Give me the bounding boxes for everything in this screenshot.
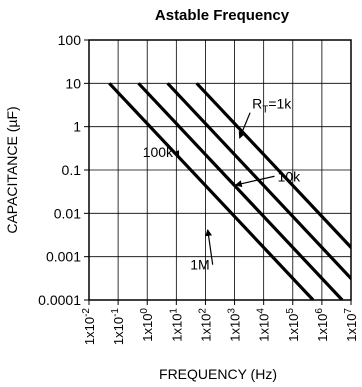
y-tick-label: 0.001 [46, 249, 81, 265]
y-tick-labels: 100 10 1 0.1 0.01 0.001 0.0001 [38, 32, 89, 308]
y-tick-label: 10 [65, 75, 81, 91]
series-label-arrow [238, 112, 251, 139]
series-annotations: 1M 100k 10k RT=1k [143, 96, 301, 273]
series-label-arrow [172, 150, 180, 158]
y-axis-label: CAPACITANCE (µF) [4, 106, 20, 233]
series-line [137, 82, 344, 300]
series-label: RT=1k [252, 96, 292, 116]
series-line [166, 82, 351, 281]
y-tick-label: 0.01 [54, 205, 81, 221]
x-tick-label: 1x101 [168, 308, 184, 342]
grid-lines [89, 40, 351, 300]
series-line [195, 82, 351, 250]
series-lines [108, 82, 351, 300]
series-label: 1M [190, 257, 209, 273]
series-label: 100k [143, 144, 174, 160]
x-tick-label: 1x102 [197, 308, 213, 342]
x-tick-label: 1x100 [139, 308, 155, 342]
x-axis-label: FREQUENCY (Hz) [159, 366, 277, 382]
y-tick-label: 0.1 [62, 162, 82, 178]
x-tick-label: 1x107 [343, 308, 359, 342]
x-tick-labels: 1x10-2 1x10-1 1x100 1x101 1x102 1x103 1x104 1x1… [81, 300, 359, 345]
x-tick-label: 1x10-1 [110, 308, 126, 346]
y-tick-label: 0.0001 [38, 292, 81, 308]
series-label-arrow [234, 175, 275, 188]
x-tick-label: 1x104 [256, 308, 272, 342]
x-tick-label: 1x105 [285, 308, 301, 342]
series-label-arrow [205, 228, 214, 265]
series-label: 10k [278, 168, 302, 184]
y-tick-label: 100 [58, 32, 82, 48]
x-tick-label: 1x106 [314, 308, 330, 342]
y-tick-label: 1 [73, 119, 81, 135]
series-line [108, 82, 315, 300]
x-tick-label: 1x10-2 [81, 308, 97, 346]
x-tick-label: 1x103 [227, 308, 243, 342]
chart-title: Astable Frequency [155, 7, 290, 24]
